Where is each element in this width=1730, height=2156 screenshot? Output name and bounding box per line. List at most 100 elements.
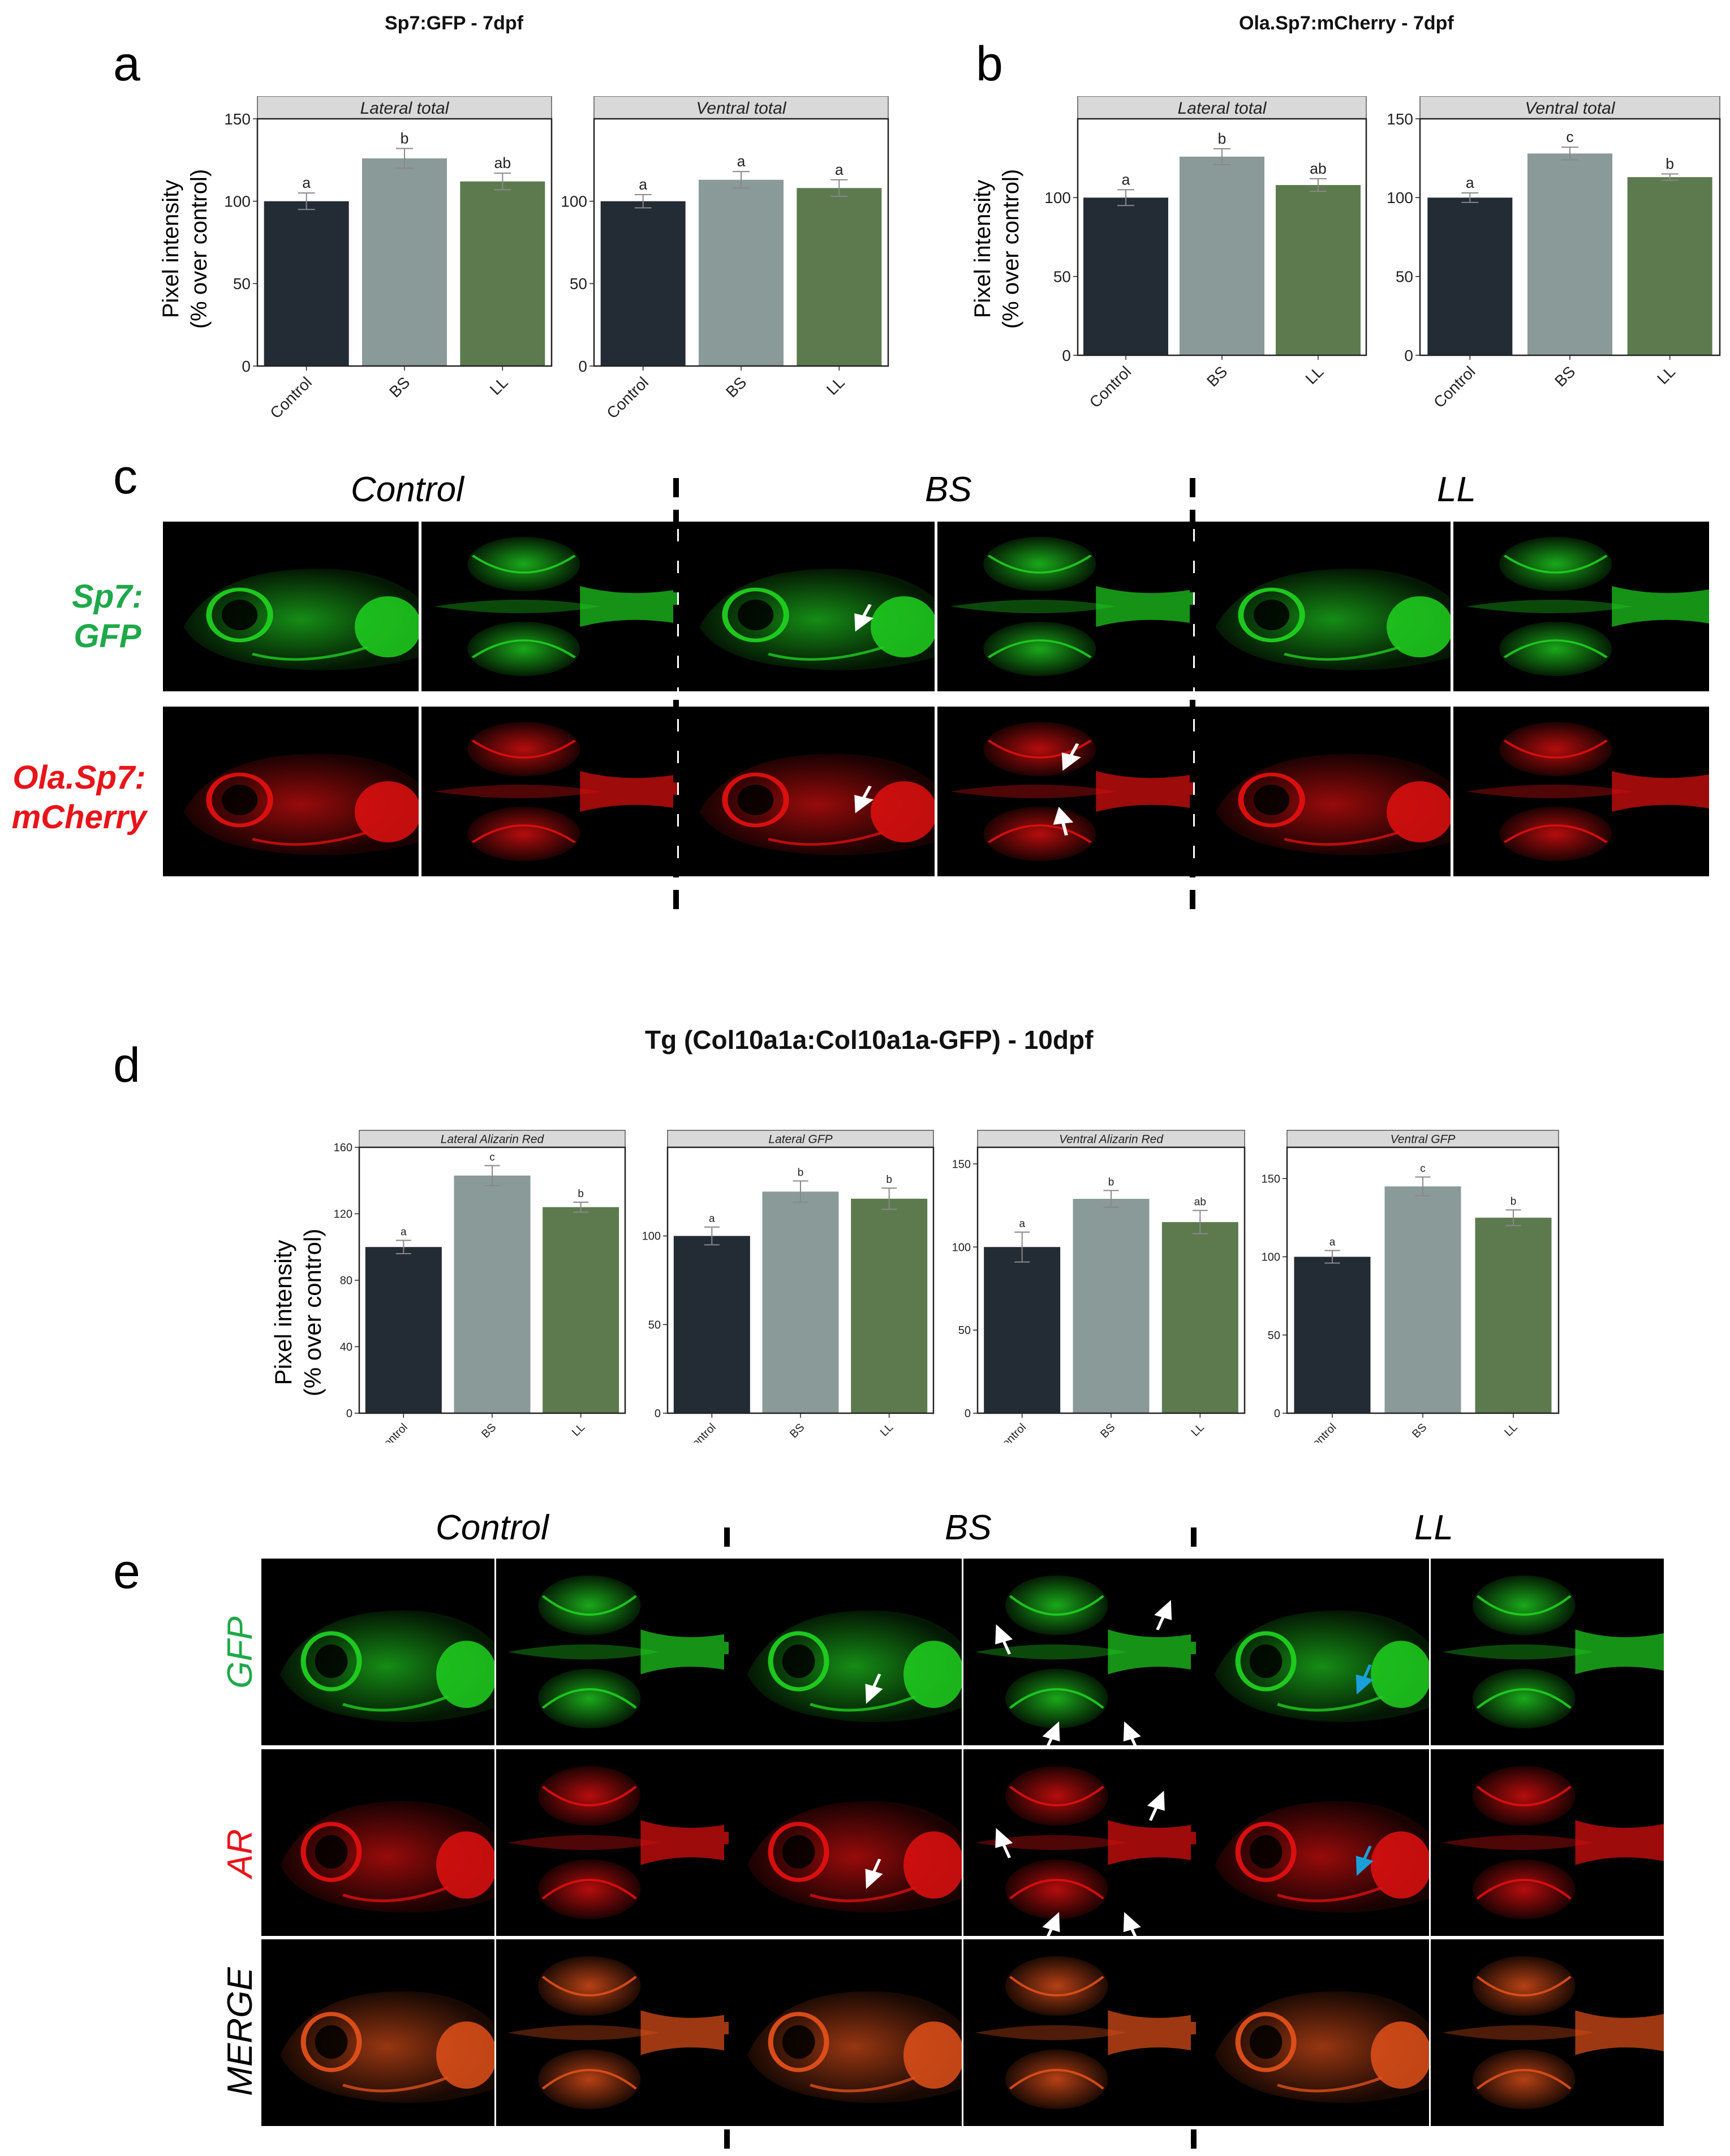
ola-sp7-mcherry-image <box>421 707 677 876</box>
x-tick-label: BS <box>386 373 413 401</box>
plot-frame <box>593 118 889 367</box>
group-separator-line <box>1190 478 1195 911</box>
chart-b-ventral: Ventral total 0 50 100 150 a Control c BS b LL <box>1387 96 1721 411</box>
significance-letter: ab <box>1310 160 1327 177</box>
y-tick-label: 100 <box>642 1230 661 1243</box>
facet-strip-label: Ventral Alizarin Red <box>1059 1133 1164 1146</box>
significance-letter: a <box>709 1213 715 1225</box>
x-tick-label: Control <box>1430 363 1479 411</box>
significance-letter: a <box>835 161 844 178</box>
bar <box>1073 1199 1150 1413</box>
y-tick-label: 150 <box>224 110 251 128</box>
x-tick-label: LL <box>570 1421 587 1439</box>
y-tick-label: 50 <box>1396 268 1413 285</box>
x-tick-label: Control <box>994 1421 1028 1443</box>
bar <box>1527 153 1612 355</box>
significance-letter: b <box>578 1188 584 1200</box>
x-tick-label: LL <box>1654 363 1679 388</box>
facet-strip <box>667 1130 934 1148</box>
sp7-gfp-image <box>163 522 419 691</box>
panel-a-ylabel: Pixel intensity (% over control) <box>158 169 212 329</box>
y-tick-label: 150 <box>952 1158 971 1170</box>
significance-letter: a <box>302 174 311 191</box>
facet-strip-label: Ventral total <box>1525 99 1616 118</box>
group-separator-line <box>1191 1527 1197 2150</box>
plot-frame <box>666 1146 935 1414</box>
y-tick-label: 0 <box>578 358 587 375</box>
plot-frame <box>1286 1146 1560 1414</box>
y-tick-label: 100 <box>1262 1251 1280 1264</box>
bar <box>454 1175 531 1413</box>
facet-strip <box>977 1130 1245 1148</box>
significance-letter: b <box>886 1174 892 1186</box>
significance-letter: c <box>489 1151 495 1163</box>
pointer-arrow-icon <box>1053 807 1074 836</box>
x-tick-label: LL <box>1502 1421 1520 1439</box>
sp7-gfp-image <box>1195 522 1451 691</box>
significance-letter: a <box>737 153 746 170</box>
x-tick-label: LL <box>1302 363 1327 388</box>
pointer-arrow-icon <box>854 604 874 632</box>
pointer-arrow-icon <box>1042 1912 1060 1936</box>
significance-letter: c <box>1566 128 1573 145</box>
panel-d-letter: d <box>113 1038 140 1092</box>
alizarin-red-image <box>963 1749 1197 1936</box>
bar <box>1161 1222 1238 1413</box>
significance-letter: c <box>1420 1163 1426 1175</box>
facet-strip-label: Lateral total <box>360 99 450 118</box>
y-tick-label: 100 <box>1044 189 1071 206</box>
y-tick-label: 150 <box>1262 1173 1280 1185</box>
pointer-arrow-icon <box>1154 1600 1172 1630</box>
y-tick-label: 0 <box>242 358 251 375</box>
significance-letter: a <box>1019 1218 1025 1230</box>
chart-d-ventral-gfp: Ventral GFP 0 50 100 150 a Control c BS b LL <box>1262 1130 1560 1443</box>
bar <box>1180 156 1264 355</box>
x-tick-label: BS <box>1098 1421 1117 1440</box>
gfp-image <box>963 1559 1197 1745</box>
y-tick-label: 120 <box>334 1208 352 1221</box>
y-tick-label: 150 <box>1387 110 1413 128</box>
alizarin-red-image <box>496 1749 729 1936</box>
chart-d-ventral-alizarin: Ventral Alizarin Red 0 50 100 150 a Control b BS… <box>952 1130 1246 1443</box>
gfp-image <box>1196 1559 1429 1745</box>
y-tick-label: 100 <box>561 192 587 210</box>
y-tick-label: 50 <box>570 275 587 292</box>
alizarin-red-image <box>729 1749 962 1936</box>
significance-letter: b <box>1510 1196 1517 1208</box>
y-tick-label: 0 <box>346 1408 352 1420</box>
bar <box>673 1236 750 1413</box>
bar <box>851 1198 928 1413</box>
panel-c-row2-line1: Ola.Sp7: <box>12 759 146 796</box>
bar <box>1276 185 1361 355</box>
panel-d-ylabel-line1: Pixel intensity <box>270 1240 296 1385</box>
significance-letter: a <box>1329 1236 1336 1248</box>
alizarin-red-image <box>1196 1749 1429 1936</box>
bar <box>1427 197 1513 355</box>
bar <box>1384 1186 1461 1413</box>
chart-d-lateral-gfp: Lateral GFP 0 50 100 a Control b BS b LL <box>642 1130 935 1443</box>
x-tick-label: Control <box>266 373 315 422</box>
significance-letter: b <box>1666 156 1674 173</box>
gfp-image <box>1431 1559 1664 1745</box>
panel-c-group-bs: BS <box>925 470 972 509</box>
x-tick-label: Control <box>684 1421 718 1443</box>
panel-c-group-control: Control <box>351 470 464 509</box>
plot-frame <box>976 1146 1246 1414</box>
x-tick-label: Control <box>603 373 652 422</box>
y-tick-label: 100 <box>224 192 251 210</box>
bar <box>600 201 686 366</box>
plot-frame <box>256 118 553 367</box>
pointer-arrow-icon <box>1123 1721 1141 1745</box>
pointer-arrow-icon <box>995 1828 1013 1858</box>
panel-b-ylabel: Pixel intensity (% over control) <box>970 169 1023 329</box>
panel-d-title: Tg (Col10a1a:Col10a1a-GFP) - 10dpf <box>645 1025 1094 1055</box>
panel-b-ylabel-line2: (% over control) <box>999 169 1023 329</box>
ola-sp7-mcherry-image <box>679 707 935 876</box>
plot-frame <box>1077 118 1367 356</box>
chart-b-lateral: Lateral total 0 50 100 a Control b BS ab LL <box>1044 96 1367 411</box>
significance-letter: ab <box>494 154 511 171</box>
plot-frame <box>1419 118 1721 356</box>
sp7-gfp-image <box>421 522 677 691</box>
ola-sp7-mcherry-image <box>937 707 1193 876</box>
significance-letter: b <box>401 130 409 147</box>
